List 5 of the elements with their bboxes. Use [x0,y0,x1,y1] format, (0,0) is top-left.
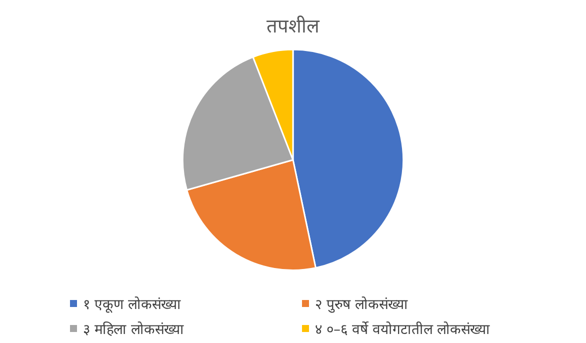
legend-label: ४ ०–६ वर्षे वयोगटातील लोकसंख्या [315,320,490,338]
chart-title: तपशील [266,14,320,38]
legend-label: २ पुरुष लोकसंख्या [315,296,408,313]
legend-label: १ एकूण लोकसंख्या [83,296,181,313]
legend-label: ३ महिला लोकसंख्या [83,320,184,338]
